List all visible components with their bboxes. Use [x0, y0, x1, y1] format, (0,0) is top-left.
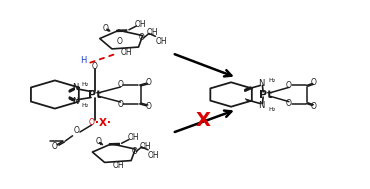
Text: O: O — [103, 24, 109, 33]
Text: H: H — [80, 56, 87, 65]
Text: O: O — [311, 102, 317, 111]
Text: OH: OH — [148, 151, 159, 160]
Text: OH: OH — [155, 37, 167, 46]
Text: OH: OH — [135, 20, 147, 29]
Text: O: O — [286, 81, 292, 90]
Text: O: O — [286, 99, 292, 108]
Text: OH: OH — [128, 133, 139, 142]
Text: H₂: H₂ — [81, 103, 89, 108]
Text: O: O — [73, 126, 79, 135]
Text: O: O — [95, 137, 101, 146]
Text: O: O — [118, 80, 124, 89]
Text: O: O — [131, 147, 137, 156]
Text: OH: OH — [147, 28, 158, 37]
Text: N: N — [259, 79, 265, 88]
Text: O: O — [89, 118, 95, 127]
Text: Pt: Pt — [259, 90, 273, 99]
Text: OH: OH — [139, 142, 151, 151]
Text: N: N — [72, 97, 78, 106]
Text: O: O — [92, 62, 98, 71]
Text: O: O — [311, 78, 317, 87]
Text: OH: OH — [120, 48, 132, 57]
Text: H₂: H₂ — [81, 82, 89, 87]
Text: H₂: H₂ — [268, 107, 276, 112]
Text: O: O — [145, 78, 151, 87]
Text: N: N — [72, 83, 78, 92]
Text: ·X·: ·X· — [95, 118, 111, 128]
Text: X: X — [195, 111, 210, 130]
Text: O: O — [52, 142, 58, 151]
Text: O: O — [145, 102, 151, 111]
Text: N: N — [259, 101, 265, 110]
Text: H₂: H₂ — [268, 78, 276, 83]
Text: O: O — [139, 33, 144, 42]
Text: O: O — [118, 100, 124, 109]
Text: O: O — [117, 37, 122, 46]
Text: OH: OH — [113, 161, 124, 170]
Text: Pt: Pt — [88, 90, 101, 99]
